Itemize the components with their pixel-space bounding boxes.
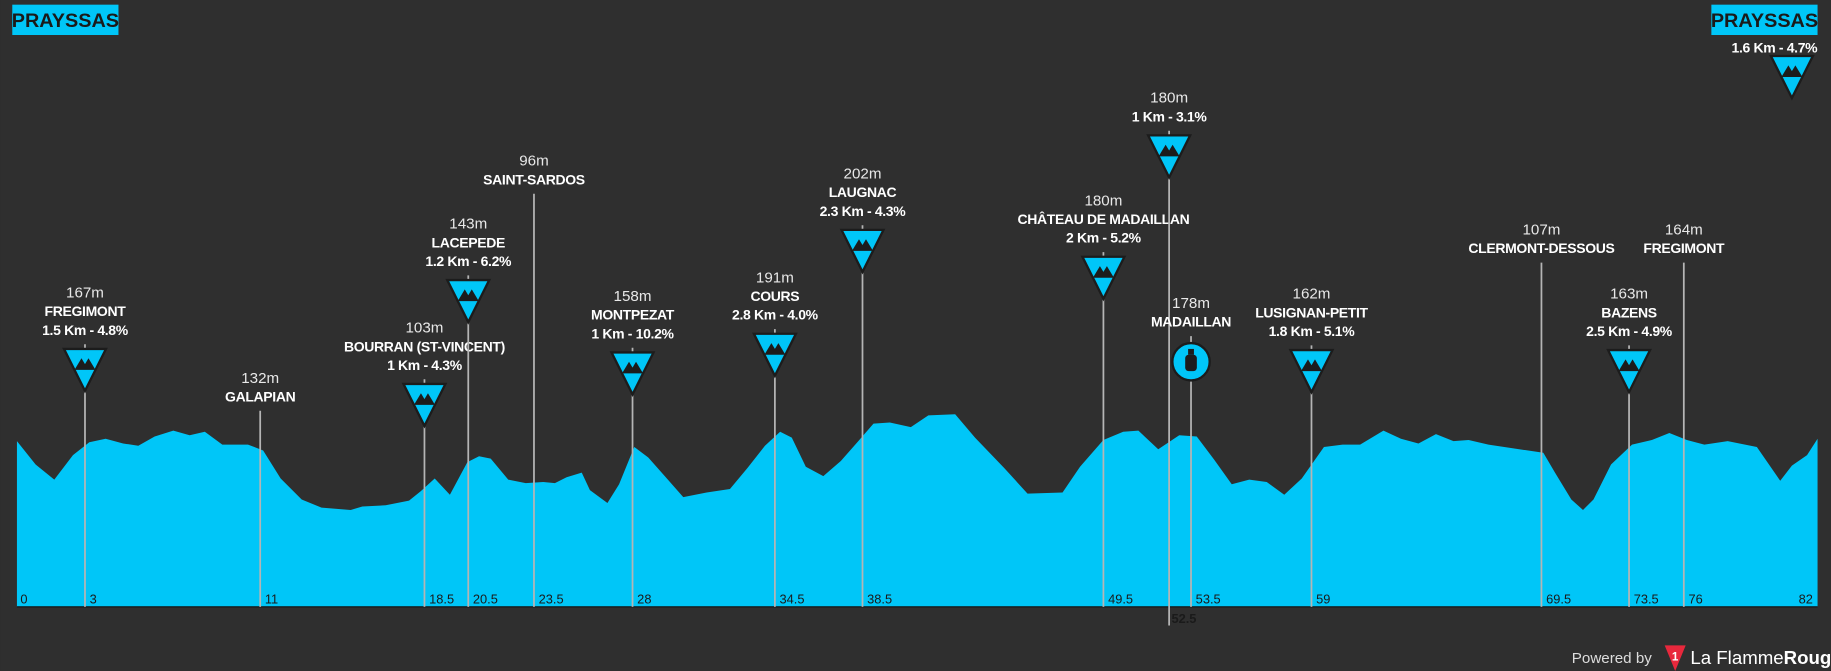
feed-bottle-cap [1188,348,1194,355]
kom-mountain [413,393,435,405]
km-label: 23.5 [539,591,564,606]
place-name: MONTPEZAT [591,307,675,323]
climb-label: 1.8 Km - 5.1% [1269,323,1356,339]
place-name: GALAPIAN [225,388,296,404]
altitude-label: 167m [66,285,104,302]
kom-mountain [457,289,479,302]
km-label: 34.5 [780,591,805,606]
altitude-label: 107m [1522,222,1560,239]
km-label: 3 [90,591,97,606]
climb-label: 2.3 Km - 4.3% [820,203,907,219]
altitude-label: 163m [1610,286,1648,303]
altitude-label: 178m [1172,295,1210,312]
kom-mountain [1300,359,1322,372]
finish-label: PRAYSSAS [1711,10,1818,32]
finish-box [1711,4,1818,36]
km-label: 76 [1688,591,1702,606]
finish-climb: 1.6 Km - 4.7% [1732,40,1819,56]
climb-label: 1 Km - 4.3% [387,357,463,373]
logo-badge [1664,645,1686,671]
powered-by: Powered by [1572,650,1652,667]
climb-label: 1 Km - 3.1% [1132,108,1208,124]
altitude-label: 103m [405,320,443,337]
start-box [12,4,119,36]
km-label: 52.5 [1171,611,1196,626]
place-name: MADAILLAN [1151,314,1231,330]
climb-label: 1 Km - 10.2% [591,325,674,341]
place-name: FREGIMONT [45,303,127,319]
altitude-label: 143m [449,216,487,233]
altitude-label: 132m [241,370,279,387]
km-label: 49.5 [1108,591,1133,606]
km-label: 53.5 [1196,591,1221,606]
km-label: 69.5 [1546,591,1571,606]
altitude-label: 164m [1665,222,1703,239]
brand: La FlammeRouge [1690,647,1831,668]
place-name: FREGIMONT [1643,240,1725,256]
climb-label: 2.8 Km - 4.0% [732,307,819,323]
brand-b: Rouge [1784,647,1831,668]
place-name: CLERMONT-DESSOUS [1468,240,1614,256]
kom-mountain [851,239,873,251]
kom-mountain [1618,359,1640,372]
kom-mountain [1092,266,1114,278]
place-name: SAINT-SARDOS [483,171,585,187]
altitude-label: 180m [1084,192,1122,209]
km-label: 59 [1316,591,1330,606]
altitude-label: 202m [844,166,882,183]
altitude-label: 158m [614,288,652,305]
altitude-label: 162m [1293,286,1331,303]
climb-label: 2.5 Km - 4.9% [1586,323,1673,339]
km-label: 18.5 [429,591,454,606]
kom-mountain [764,343,786,355]
altitude-label: 180m [1150,90,1188,107]
climb-label: 2 Km - 5.2% [1066,230,1142,246]
km-label: 0 [20,591,27,606]
place-name: BOURRAN (ST-VINCENT) [344,338,505,354]
brand-a: La Flamme [1690,647,1783,668]
kom-mountain [74,358,96,370]
start-label: PRAYSSAS [12,10,119,32]
km-label: 38.5 [867,591,892,606]
place-name: LACEPEDE [432,234,505,250]
elevation-profile [16,414,1818,607]
km-label: 82 [1799,591,1813,606]
kom-mountain [1158,144,1180,157]
climb-label: 1.2 Km - 6.2% [425,253,512,269]
place-name: LAUGNAC [829,184,897,200]
altitude-label: 191m [756,269,794,286]
altitude-label: 96m [519,153,548,170]
place-name: CHÂTEAU DE MADAILLAN [1017,210,1189,227]
km-label: 11 [265,591,278,606]
place-name: LUSIGNAN-PETIT [1255,304,1368,320]
place-name: COURS [750,288,799,304]
logo-mark: 1 [1672,650,1679,663]
feed-bottle [1185,354,1197,372]
km-label: 28 [637,591,651,606]
km-label: 20.5 [473,591,498,606]
climb-label: 1.5 Km - 4.8% [42,322,129,338]
kom-mountain [622,361,644,374]
km-label: 73.5 [1634,591,1659,606]
place-name: BAZENS [1601,304,1656,320]
